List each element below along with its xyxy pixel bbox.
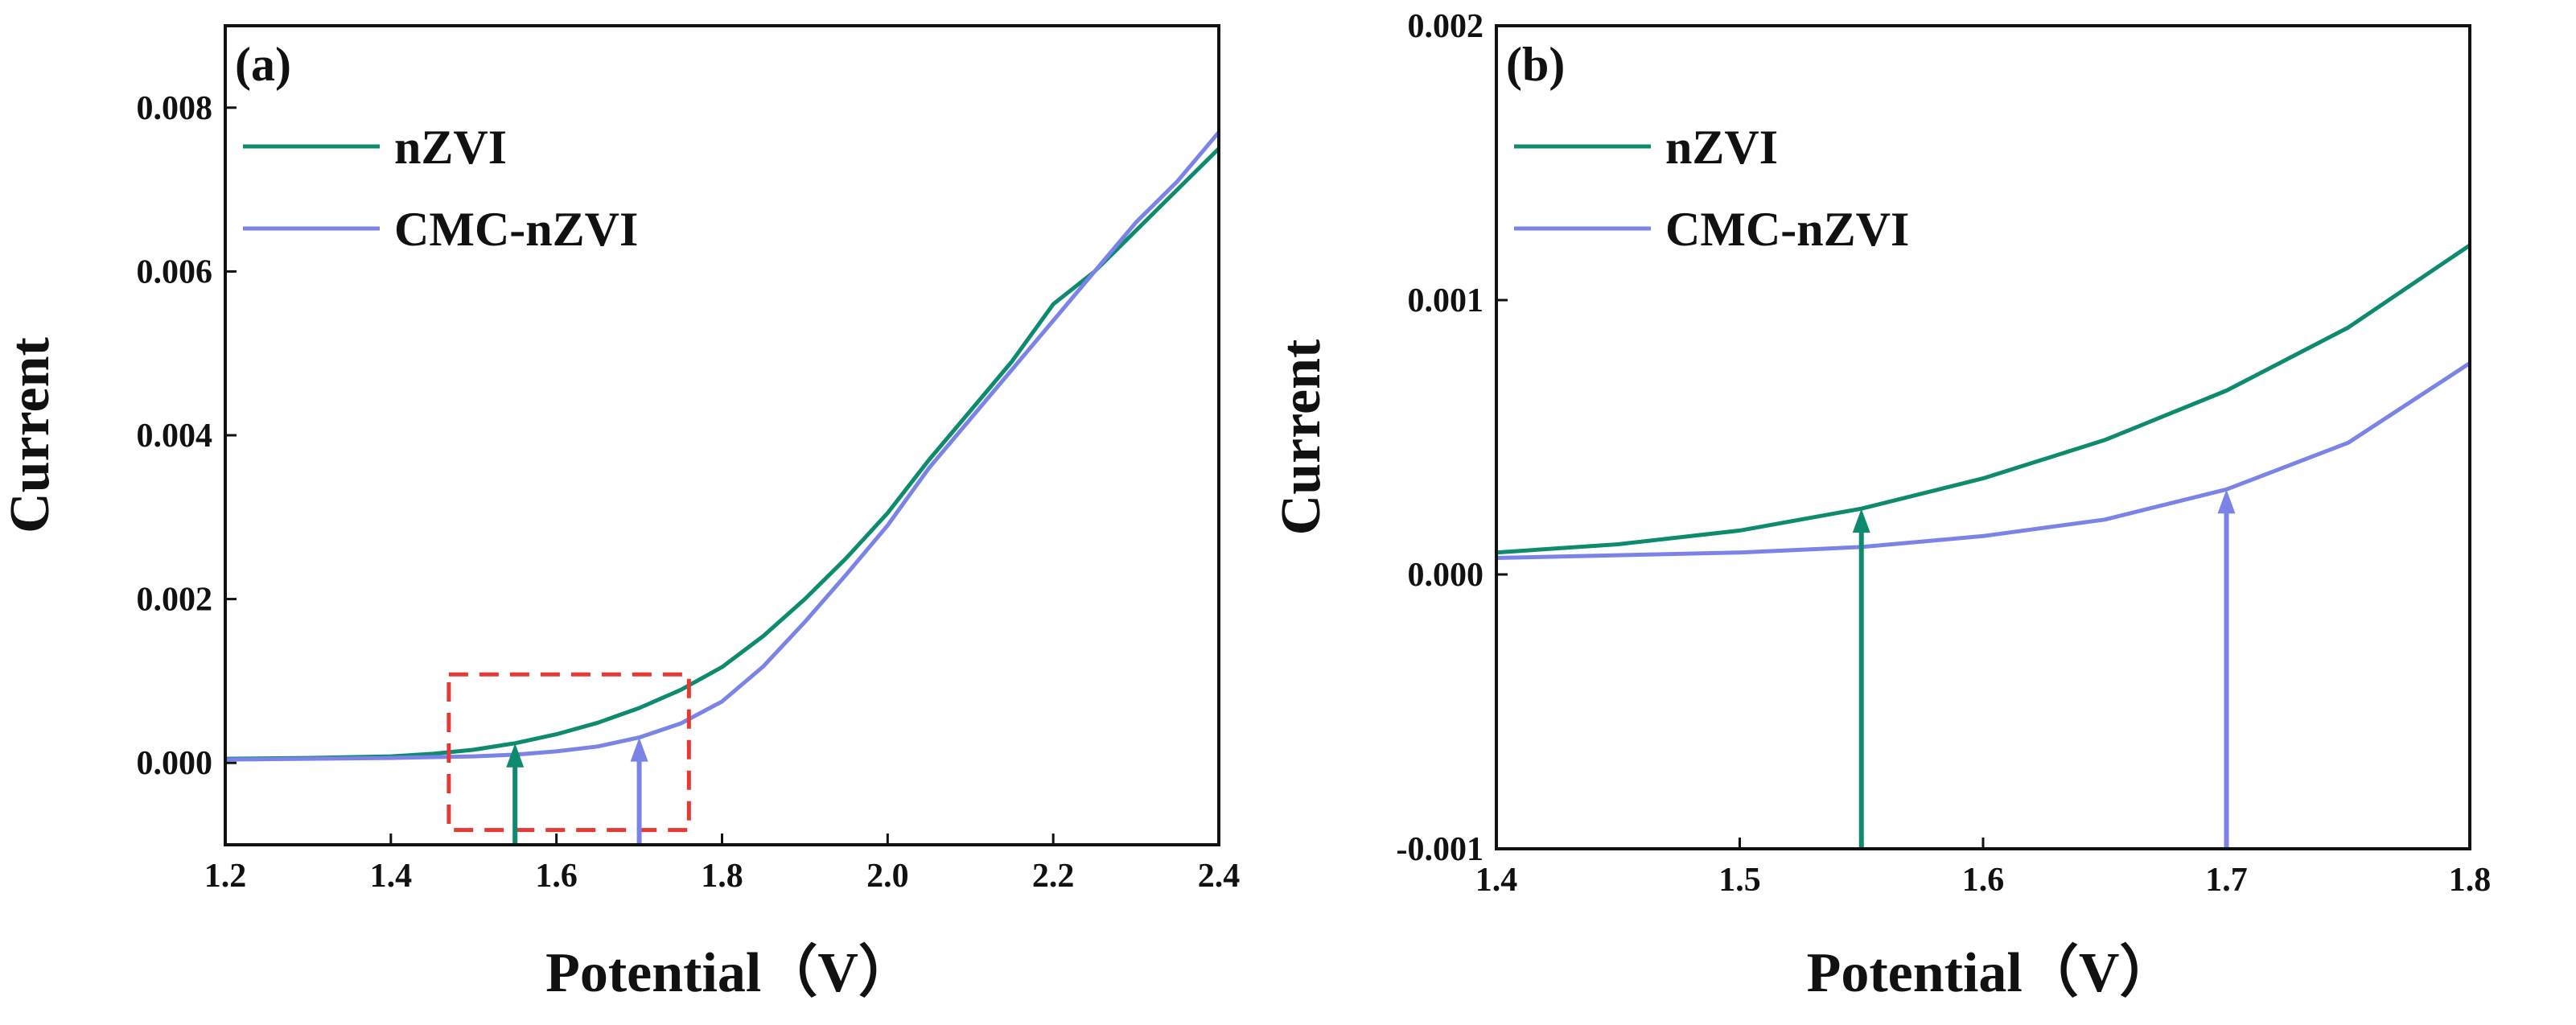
chart-panel-b: 1.4 1.5 1.6 1.7 1.8 -0.001 0.000 0.001 0.002 (b) n…	[1270, 8, 2491, 1004]
plot-area	[1496, 243, 2470, 849]
plot-frame	[1495, 24, 2471, 850]
y-tick-label: 0.002	[1408, 8, 1484, 45]
x-tick-label: 1.7	[2205, 862, 2248, 899]
x-tick-label: 2.0	[866, 858, 909, 895]
y-tick-label: 0.002	[137, 582, 213, 619]
plot-frame	[224, 24, 1220, 846]
onset-arrow-head	[2217, 489, 2236, 514]
y-tick-label: 0.000	[1408, 557, 1484, 594]
y-tick-label: 0.006	[137, 253, 213, 290]
chart-panel-a: 1.2 1.4 1.6 1.8 2.0 2.2 2.4 0.000 0.002 0.004 0.00…	[0, 24, 1241, 1004]
plot-area	[225, 130, 1219, 845]
x-tick-label: 2.2	[1032, 858, 1075, 895]
onset-arrow-head	[1852, 508, 1870, 533]
y-tick-label: 0.001	[1408, 282, 1484, 319]
legend-label: nZVI	[1665, 121, 1778, 174]
series-line-cmc-nzvi	[225, 130, 1219, 762]
series-line-nzvi	[1496, 243, 2470, 555]
x-axis-title: Potential（V）	[1807, 941, 2176, 1004]
y-axis-title: Current	[0, 337, 61, 533]
x-tick-label: 1.8	[2449, 862, 2492, 899]
x-tick-label: 1.6	[535, 858, 578, 895]
x-tick-label: 1.6	[1962, 862, 2005, 899]
panel-label: (b)	[1506, 38, 1565, 91]
x-tick-label: 1.2	[204, 858, 247, 895]
y-tick-label: -0.001	[1397, 831, 1484, 868]
series-line-cmc-nzvi	[1496, 361, 2470, 560]
legend-label: nZVI	[394, 121, 507, 174]
x-tick-label: 1.5	[1718, 862, 1761, 899]
zoom-region-box	[446, 672, 691, 833]
x-axis-title: Potential（V）	[545, 941, 915, 1004]
y-axis-title: Current	[1270, 340, 1332, 536]
x-tick-label: 1.8	[701, 858, 743, 895]
legend-label: CMC-nZVI	[394, 203, 638, 256]
panel-label: (a)	[235, 38, 291, 91]
x-tick-label: 1.4	[1475, 862, 1518, 899]
x-tick-label: 2.4	[1198, 858, 1241, 895]
legend-label: CMC-nZVI	[1665, 203, 1909, 256]
onset-arrow-head	[506, 743, 525, 768]
y-tick-label: 0.008	[137, 90, 213, 127]
onset-arrow-head	[630, 737, 648, 762]
x-tick-label: 1.4	[370, 858, 413, 895]
series-line-nzvi	[225, 146, 1219, 761]
y-tick-label: 0.000	[137, 745, 213, 782]
y-tick-label: 0.004	[137, 418, 213, 455]
